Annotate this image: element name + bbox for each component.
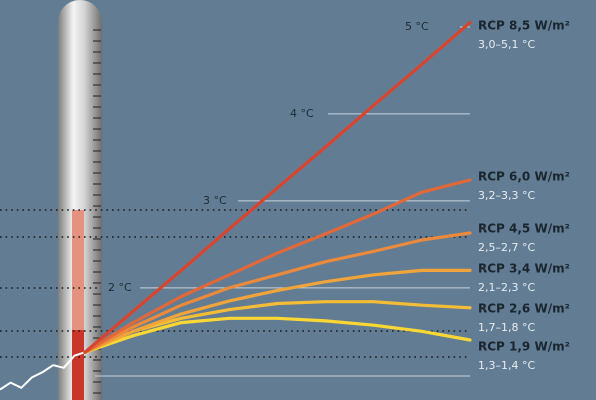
thermometer-tube bbox=[58, 0, 102, 400]
range-label: 2,5–2,7 °C bbox=[478, 241, 535, 254]
series-line bbox=[83, 316, 472, 354]
series-line bbox=[83, 231, 472, 354]
y-tick-label: 4 °C bbox=[290, 107, 314, 120]
range-label: 1,3–1,4 °C bbox=[478, 359, 535, 372]
range-label: 3,2–3,3 °C bbox=[478, 189, 535, 202]
thermometer-fill-light bbox=[72, 210, 84, 330]
thermometer bbox=[58, 0, 102, 400]
legend-label: RCP 3,4 W/m² bbox=[478, 262, 570, 276]
y-tick-label: 2 °C bbox=[108, 281, 132, 294]
legend-label: RCP 1,9 W/m² bbox=[478, 340, 570, 354]
thermometer-fill bbox=[72, 330, 84, 400]
series-line bbox=[83, 268, 472, 354]
range-label: 3,0–5,1 °C bbox=[478, 38, 535, 51]
y-tick-label: 5 °C bbox=[405, 20, 429, 33]
series-line bbox=[83, 21, 472, 354]
series-line bbox=[83, 178, 472, 354]
legend-label: RCP 8,5 W/m² bbox=[478, 19, 570, 33]
history-line bbox=[0, 351, 86, 391]
range-label: 2,1–2,3 °C bbox=[478, 281, 535, 294]
legend-label: RCP 6,0 W/m² bbox=[478, 170, 570, 184]
legend-label: RCP 2,6 W/m² bbox=[478, 302, 570, 316]
y-tick-label: 3 °C bbox=[203, 194, 227, 207]
range-label: 1,7–1,8 °C bbox=[478, 321, 535, 334]
legend-label: RCP 4,5 W/m² bbox=[478, 222, 570, 236]
